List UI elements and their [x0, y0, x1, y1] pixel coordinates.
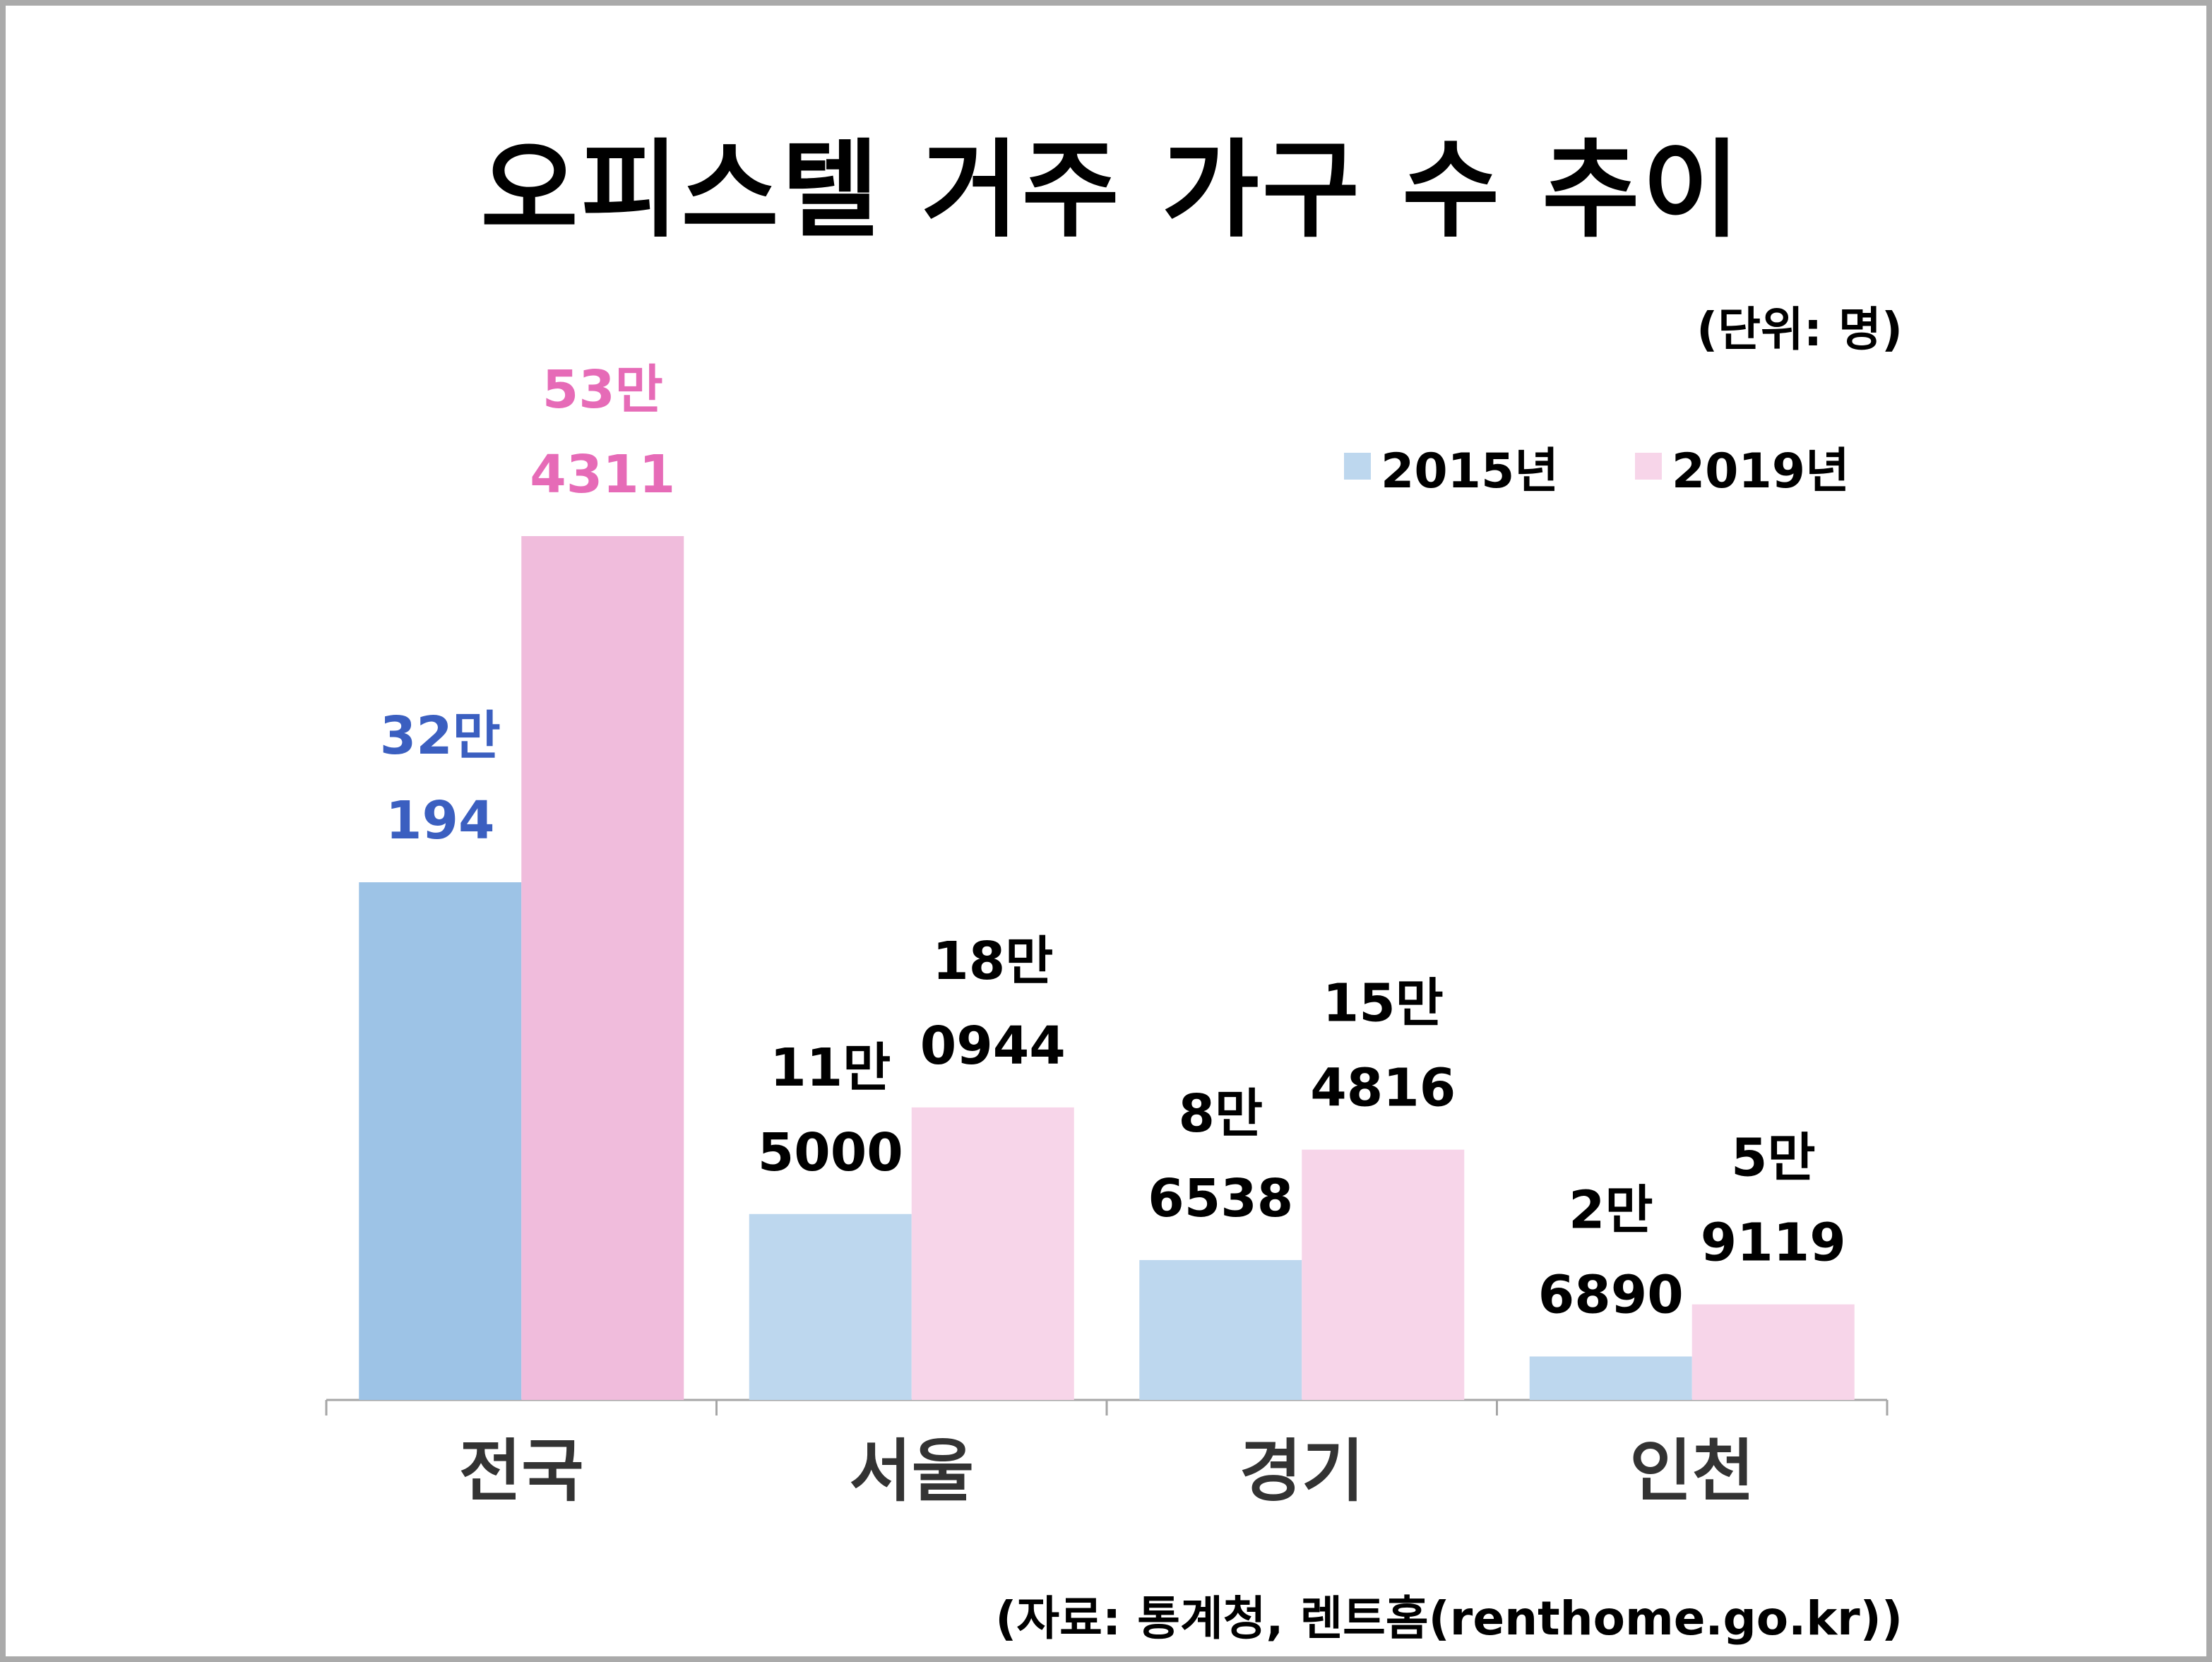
legend-swatch-2015: [1344, 453, 1371, 480]
bar-2019년: [1302, 1149, 1465, 1400]
x-tick-label: 전국: [459, 1432, 584, 1511]
data-label: 18만: [932, 931, 1053, 992]
bar-2015년: [1139, 1259, 1302, 1400]
data-label: 6890: [1538, 1264, 1684, 1325]
chart-title: 오피스텔 거주 가구 수 추이: [480, 129, 1743, 252]
data-label: 9119: [1701, 1213, 1846, 1274]
data-label: 11만: [770, 1038, 891, 1098]
legend-swatch-2019: [1634, 453, 1662, 480]
bar-2015년: [749, 1213, 912, 1400]
x-tick-label: 서울: [849, 1432, 974, 1511]
data-label: 6538: [1148, 1168, 1293, 1229]
data-label: 194: [386, 790, 494, 851]
data-label: 0944: [920, 1016, 1066, 1076]
x-tick-label: 경기: [1239, 1432, 1364, 1511]
data-label: 32만: [380, 706, 501, 766]
bar-2015년: [1529, 1356, 1692, 1400]
data-label: 8만: [1178, 1084, 1263, 1144]
data-label: 2만: [1569, 1180, 1653, 1240]
legend-item-2015: 2015년: [1344, 432, 1559, 501]
bar-2019년: [1691, 1304, 1855, 1400]
legend-label-2015: 2015년: [1381, 443, 1559, 499]
data-label: 4311: [530, 444, 675, 505]
legend-item-2019: 2019년: [1634, 432, 1850, 501]
bar-2019년: [911, 1107, 1074, 1400]
bar-2019년: [521, 536, 684, 1400]
legend: 2015년 2019년: [1344, 438, 1926, 499]
data-label: 5000: [758, 1122, 903, 1183]
data-label: 53만: [542, 360, 663, 420]
bar-2015년: [359, 882, 522, 1400]
data-label: 5만: [1731, 1128, 1816, 1189]
source-note: (자료: 통계청, 렌트홈(renthome.go.kr)): [995, 1591, 1903, 1646]
legend-label-2019: 2019년: [1671, 443, 1850, 499]
unit-note: (단위: 명): [1696, 302, 1903, 357]
x-tick-label: 인천: [1629, 1432, 1754, 1511]
data-label: 15만: [1323, 973, 1444, 1034]
data-label: 4816: [1310, 1058, 1456, 1119]
